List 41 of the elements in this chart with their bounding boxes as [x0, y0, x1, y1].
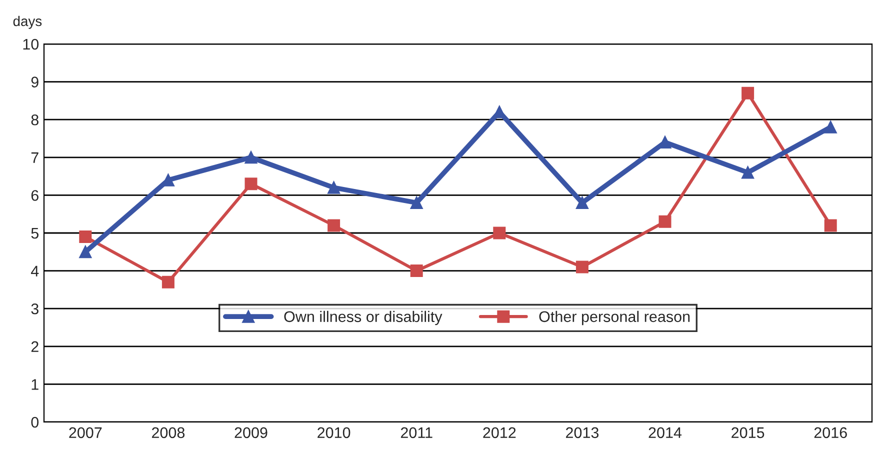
x-tick-label: 2012 — [483, 427, 516, 438]
y-tick-label: 1 — [32, 379, 38, 390]
y-tick-label: 2 — [31, 341, 38, 352]
point — [79, 246, 92, 258]
y-tick-label: 9 — [31, 76, 38, 88]
point — [410, 264, 423, 278]
legend-label: Own illness or disability — [284, 310, 442, 326]
point — [658, 215, 672, 228]
point — [493, 226, 506, 240]
y-tick-label: 0 — [31, 416, 39, 428]
x-tick-label: 2016 — [814, 427, 847, 438]
point — [824, 120, 837, 134]
x-tick-label: 2015 — [732, 427, 764, 438]
y-tick-label: 6 — [31, 190, 38, 201]
y-tick-label: 10 — [23, 38, 39, 50]
x-tick-label: 2011 — [400, 427, 432, 438]
point — [162, 276, 174, 288]
y-tick-label: 3 — [31, 303, 38, 314]
point — [328, 219, 340, 232]
y-tick-label: 8 — [31, 114, 38, 126]
point — [79, 230, 92, 244]
point — [244, 178, 258, 190]
point — [742, 166, 754, 179]
point — [576, 196, 588, 210]
y-tick-label: 4 — [30, 266, 39, 276]
point — [244, 151, 258, 164]
x-tick-label: 2007 — [69, 427, 102, 438]
x-tick-label: 2014 — [648, 427, 682, 438]
x-tick-label: 2008 — [152, 427, 185, 438]
point — [824, 219, 837, 232]
x-tick-label: 2010 — [318, 427, 350, 438]
point — [576, 260, 588, 274]
point — [410, 196, 423, 210]
y-tick-label: 7 — [31, 152, 38, 163]
point — [742, 86, 754, 100]
x-tick-label: 2013 — [566, 427, 599, 438]
point — [328, 181, 340, 194]
y-tick-label: 5 — [31, 228, 38, 239]
legend-label: Other personal reason — [539, 310, 690, 326]
y-axis-title: days — [13, 16, 42, 29]
x-tick-label: 2009 — [234, 427, 268, 438]
